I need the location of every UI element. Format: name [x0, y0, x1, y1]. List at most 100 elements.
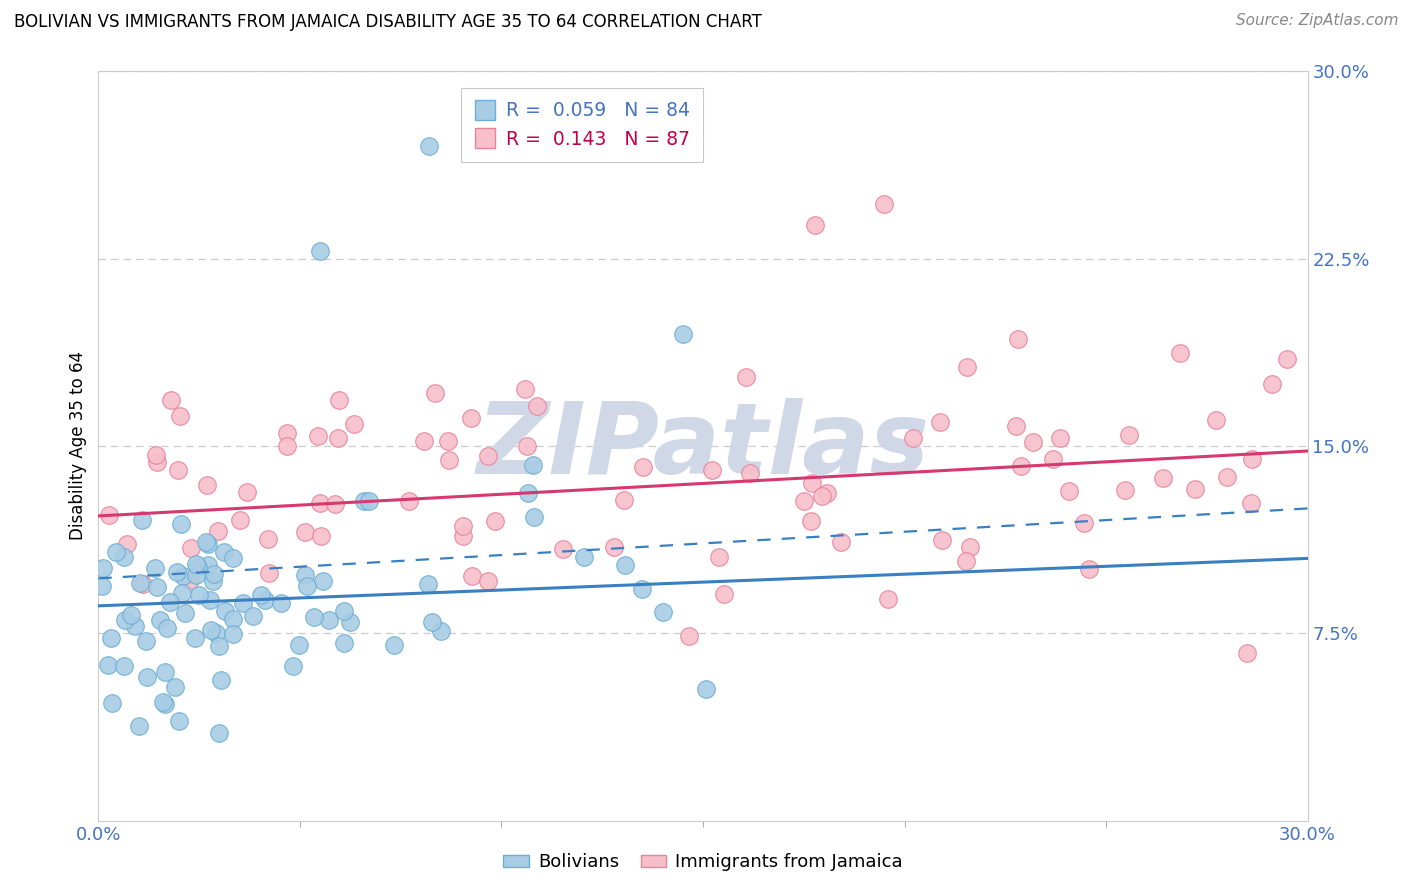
Point [551, 542, 574, 557]
Point [232, 596, 254, 610]
Point [128, 719, 150, 733]
Point [1114, 483, 1136, 497]
Point [201, 574, 224, 588]
Point [156, 621, 179, 635]
Point [484, 515, 506, 529]
Point [197, 558, 219, 572]
Point [180, 541, 202, 555]
Point [422, 615, 444, 629]
Point [184, 631, 207, 645]
Point [353, 494, 375, 508]
Point [1240, 496, 1263, 510]
Point [195, 534, 218, 549]
Point [1118, 428, 1140, 442]
Point [198, 593, 221, 607]
Point [146, 455, 169, 469]
Point [522, 458, 544, 472]
Point [651, 605, 673, 619]
Point [212, 545, 235, 559]
Point [382, 638, 405, 652]
Point [318, 613, 340, 627]
Point [207, 524, 229, 538]
Point [97, 657, 120, 672]
Point [222, 627, 245, 641]
Point [817, 485, 839, 500]
Point [115, 537, 138, 551]
Point [100, 631, 122, 645]
Point [1277, 351, 1299, 366]
Point [309, 244, 332, 259]
Point [1168, 345, 1191, 359]
Point [166, 565, 188, 579]
Point [187, 560, 209, 574]
Point [418, 139, 440, 153]
Point [713, 587, 735, 601]
Point [903, 431, 925, 445]
Point [453, 519, 475, 533]
Point [429, 624, 451, 639]
Point [256, 532, 278, 546]
Point [956, 360, 979, 375]
Point [793, 494, 815, 508]
Point [323, 497, 346, 511]
Point [418, 577, 440, 591]
Point [174, 606, 197, 620]
Point [112, 550, 135, 565]
Point [179, 573, 201, 587]
Point [170, 517, 193, 532]
Point [114, 613, 136, 627]
Point [120, 608, 142, 623]
Point [477, 574, 499, 589]
Point [112, 659, 135, 673]
Point [159, 595, 181, 609]
Point [425, 385, 447, 400]
Point [876, 591, 898, 606]
Point [678, 629, 700, 643]
Point [104, 545, 127, 559]
Point [1007, 332, 1029, 346]
Point [131, 513, 153, 527]
Point [1057, 484, 1080, 499]
Legend: R =  0.059   N = 84, R =  0.143   N = 87: R = 0.059 N = 84, R = 0.143 N = 87 [461, 88, 703, 161]
Point [270, 596, 292, 610]
Point [202, 567, 225, 582]
Point [281, 659, 304, 673]
Point [101, 696, 124, 710]
Point [1005, 419, 1028, 434]
Point [461, 569, 484, 583]
Point [333, 604, 356, 618]
Point [1073, 516, 1095, 530]
Point [91, 579, 114, 593]
Point [830, 535, 852, 549]
Point [523, 510, 546, 524]
Point [955, 554, 977, 568]
Point [477, 449, 499, 463]
Point [398, 493, 420, 508]
Point [631, 460, 654, 475]
Point [167, 714, 190, 728]
Point [208, 726, 231, 740]
Point [184, 568, 207, 582]
Point [98, 508, 121, 522]
Point [236, 484, 259, 499]
Point [172, 585, 194, 599]
Point [288, 639, 311, 653]
Point [124, 619, 146, 633]
Point [695, 682, 717, 697]
Point [188, 588, 211, 602]
Point [146, 580, 169, 594]
Point [959, 540, 981, 554]
Point [222, 612, 245, 626]
Point [613, 493, 636, 508]
Point [572, 549, 595, 564]
Point [328, 393, 350, 408]
Point [91, 561, 114, 575]
Point [145, 448, 167, 462]
Point [1022, 435, 1045, 450]
Point [451, 529, 474, 543]
Point [613, 558, 636, 572]
Y-axis label: Disability Age 35 to 64: Disability Age 35 to 64 [69, 351, 87, 541]
Point [460, 410, 482, 425]
Text: BOLIVIAN VS IMMIGRANTS FROM JAMAICA DISABILITY AGE 35 TO 64 CORRELATION CHART: BOLIVIAN VS IMMIGRANTS FROM JAMAICA DISA… [14, 13, 762, 31]
Point [803, 218, 825, 232]
